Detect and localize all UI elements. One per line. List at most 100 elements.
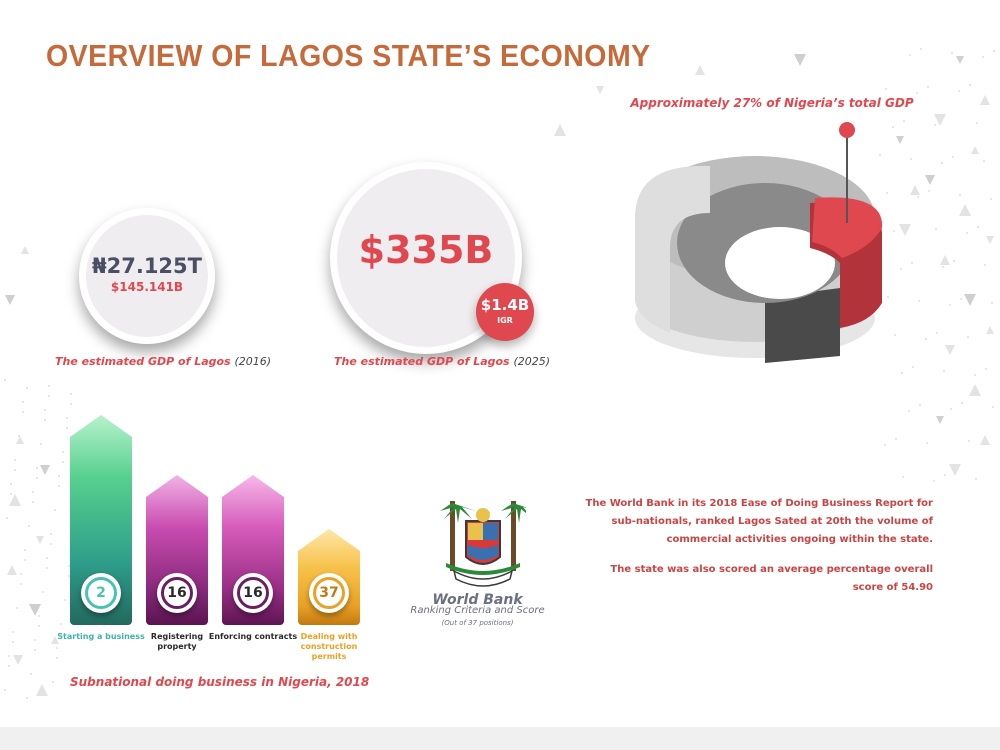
decor-triangle (934, 114, 946, 126)
decor-dot (14, 469, 16, 471)
decor-triangle (940, 255, 950, 265)
decor-dot (959, 194, 961, 196)
decor-dot (893, 230, 895, 232)
decor-triangle (40, 465, 50, 475)
decor-dot (920, 48, 922, 50)
gdp-2025-caption: The estimated GDP of Lagos (2025) (334, 355, 550, 368)
decor-dot (52, 681, 54, 683)
decor-dot (62, 451, 64, 453)
decor-dot (24, 559, 26, 561)
decor-dot (908, 410, 910, 412)
igr-value: $1.4B (480, 296, 530, 314)
donut-red-top (812, 197, 883, 258)
rank-badge: 16 (233, 573, 273, 613)
decor-dot (944, 474, 946, 476)
decor-triangle (554, 124, 566, 136)
decor-triangle (925, 175, 935, 185)
decor-dot (22, 411, 24, 413)
donut-hole (725, 227, 835, 299)
lagos-coat-of-arms-icon (440, 501, 526, 587)
decor-dot (50, 543, 52, 545)
decor-dot (942, 266, 944, 268)
decor-triangle (9, 494, 21, 506)
report-paragraph-1: The World Bank in its 2018 Ease of Doing… (585, 498, 933, 545)
rank-badge: 16 (157, 573, 197, 613)
decor-dot (68, 575, 70, 577)
decor-dot (36, 467, 38, 469)
decor-dot (48, 385, 50, 387)
decor-triangle (596, 86, 604, 94)
rank-value: 37 (313, 577, 345, 609)
decor-dot (4, 379, 6, 381)
gdp-share-caption: Approximately 27% of Nigeria’s total GDP (630, 96, 914, 110)
decor-dot (911, 262, 913, 264)
decor-dot (961, 402, 963, 404)
decor-dot (941, 162, 943, 164)
decor-dot (16, 607, 18, 609)
decor-triangle (986, 326, 994, 334)
decor-dot (66, 417, 68, 419)
decor-dot (32, 501, 34, 503)
bottom-bar (0, 727, 1000, 750)
decor-dot (984, 264, 986, 266)
decor-dot (22, 401, 24, 403)
decor-triangle (980, 95, 990, 105)
decor-dot (969, 84, 971, 86)
decor-triangle (969, 384, 981, 396)
decor-dot (10, 493, 12, 495)
rank-value: 16 (237, 577, 269, 609)
decor-dot (10, 483, 12, 485)
decor-dot (982, 56, 984, 58)
decor-triangle (794, 54, 806, 66)
decor-dot (32, 491, 34, 493)
rank-label: Registering property (150, 632, 204, 651)
decor-dot (66, 427, 68, 429)
decor-dot (60, 623, 62, 625)
decor-dot (934, 124, 936, 126)
decor-triangle (51, 636, 59, 644)
decor-triangle (986, 236, 994, 244)
decor-dot (901, 372, 903, 374)
decor-dot (34, 649, 36, 651)
decor-dot (18, 435, 20, 437)
decor-dot (949, 304, 951, 306)
decor-triangle (896, 136, 904, 144)
decor-dot (953, 260, 955, 262)
decor-dot (975, 478, 977, 480)
decor-dot (960, 298, 962, 300)
decor-dot (6, 517, 8, 519)
decor-dot (993, 50, 995, 52)
decor-dot (976, 122, 978, 124)
decor-dot (977, 226, 979, 228)
decor-dot (44, 409, 46, 411)
decor-dot (928, 190, 930, 192)
gdp-2016-caption-text: The estimated GDP of Lagos (55, 355, 231, 368)
decor-dot (892, 126, 894, 128)
donut-light-segment (635, 165, 710, 333)
decor-dot (12, 631, 14, 633)
decor-dot (985, 368, 987, 370)
gdp-2016-caption-year: (2016) (234, 355, 272, 368)
decor-dot (884, 444, 886, 446)
decor-dot (912, 366, 914, 368)
decor-dot (918, 300, 920, 302)
decor-triangle (13, 655, 23, 665)
decor-dot (952, 156, 954, 158)
decor-dot (42, 591, 44, 593)
decor-dot (12, 641, 14, 643)
decor-dot (910, 158, 912, 160)
gdp-2016-naira-value: ₦27.125T (92, 254, 202, 278)
decor-dot (885, 88, 887, 90)
rank-value: 2 (85, 577, 117, 609)
decor-triangle (5, 295, 15, 305)
decor-dot (8, 665, 10, 667)
decor-triangle (936, 416, 944, 424)
decor-dot (887, 296, 889, 298)
decor-triangle (21, 246, 29, 254)
decor-dot (56, 657, 58, 659)
decor-dot (64, 599, 66, 601)
decor-dot (925, 338, 927, 340)
decor-dot (58, 485, 60, 487)
decor-dot (24, 549, 26, 551)
decor-triangle (29, 604, 41, 616)
